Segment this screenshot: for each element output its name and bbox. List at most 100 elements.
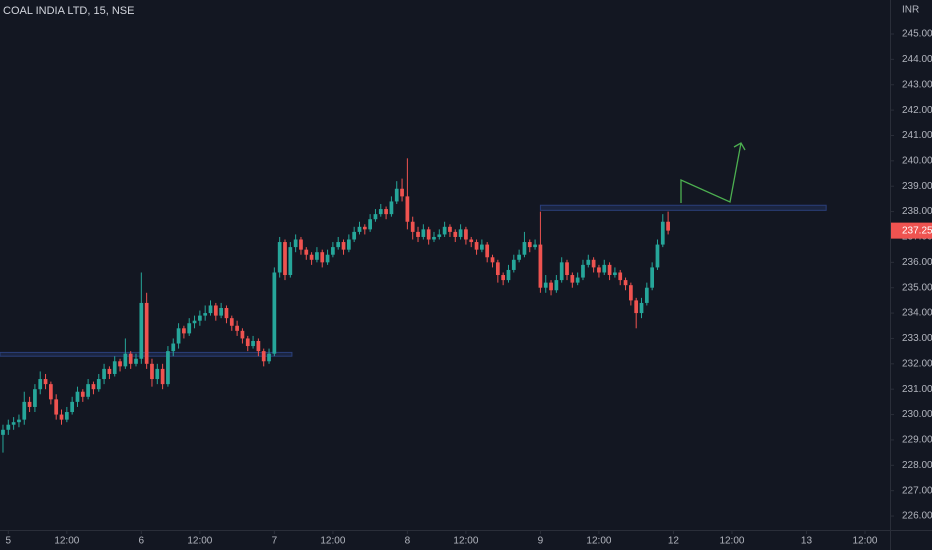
- candle-body: [203, 313, 208, 316]
- candle-body: [629, 285, 633, 301]
- candle-body: [591, 259, 596, 268]
- candle-body: [304, 249, 309, 255]
- candle-body: [235, 325, 239, 331]
- candle-body: [575, 277, 580, 283]
- candle-body: [38, 379, 43, 390]
- y-tick-label: 240.00: [902, 155, 932, 166]
- candle-body: [160, 368, 165, 385]
- candle-body: [464, 229, 468, 240]
- candle-body: [70, 401, 75, 413]
- candle-body: [618, 272, 623, 281]
- last-price-label: 237.25: [902, 225, 932, 236]
- candle-body: [474, 242, 479, 250]
- candle-body: [320, 252, 325, 263]
- y-tick-label: 234.00: [902, 308, 932, 319]
- candle-body: [187, 323, 192, 334]
- candle-body: [650, 267, 655, 288]
- candle-body: [644, 287, 649, 303]
- candle-body: [155, 368, 160, 380]
- plot-area: [0, 158, 827, 453]
- candle-body: [565, 262, 569, 276]
- candle-body: [102, 368, 106, 380]
- candle-body: [267, 353, 271, 362]
- candle-body: [224, 308, 229, 319]
- candle-body: [341, 242, 346, 250]
- candle-body: [368, 219, 372, 230]
- candle-body: [416, 231, 420, 237]
- y-tick-label: 232.00: [902, 358, 932, 369]
- candle-body: [245, 338, 250, 347]
- candle-body: [256, 340, 261, 352]
- candle-body: [389, 201, 394, 215]
- candle-body: [495, 262, 500, 276]
- candle-body: [352, 231, 357, 240]
- candle-body: [107, 368, 112, 374]
- candle-body: [1, 429, 5, 435]
- candle-body: [437, 234, 442, 237]
- candle-body: [623, 280, 628, 286]
- candle-body: [660, 221, 665, 245]
- candle-body: [527, 242, 532, 248]
- candle-body: [144, 302, 149, 364]
- x-tick-label: 13: [801, 536, 813, 547]
- y-tick-label: 242.00: [902, 105, 932, 116]
- candle-body: [80, 391, 85, 397]
- candle-body: [192, 320, 197, 324]
- candle-body: [182, 328, 186, 334]
- candle-body: [43, 379, 48, 385]
- candle-body: [96, 379, 101, 390]
- candle-body: [421, 229, 426, 237]
- candle-body: [426, 229, 431, 240]
- candle-body: [480, 244, 484, 250]
- candle-body: [538, 244, 543, 288]
- candle-body: [357, 226, 362, 232]
- candle-body: [511, 259, 516, 270]
- candle-body: [299, 239, 303, 250]
- candle-body: [442, 226, 447, 235]
- y-tick-label: 228.00: [902, 460, 932, 471]
- candle-body: [517, 254, 521, 260]
- x-tick-label: 12:00: [187, 536, 212, 547]
- candle-body: [394, 188, 399, 202]
- y-tick-label: 244.00: [902, 54, 932, 65]
- x-tick-label: 12: [668, 536, 680, 547]
- candle-body: [309, 254, 314, 260]
- candle-body: [240, 330, 245, 339]
- candle-body: [208, 305, 213, 314]
- candle-body: [293, 239, 298, 248]
- candle-body: [655, 244, 660, 268]
- candle-body: [501, 275, 506, 281]
- y-tick-label: 236.00: [902, 257, 932, 268]
- x-tick-label: 12:00: [719, 536, 744, 547]
- last-price-tag: [891, 222, 932, 239]
- candle-body: [485, 244, 490, 258]
- x-tick-label: 12:00: [453, 536, 478, 547]
- candle-body: [346, 239, 351, 250]
- chart-title: COAL INDIA LTD, 15, NSE: [3, 5, 134, 17]
- candle-body: [458, 229, 463, 237]
- candle-body: [315, 252, 319, 260]
- candle-body: [171, 343, 176, 352]
- zone: [539, 204, 827, 211]
- candle-body: [150, 363, 154, 380]
- candle-body: [554, 280, 559, 291]
- candle-body: [607, 264, 612, 276]
- candle-body: [549, 282, 553, 291]
- candle-body: [112, 361, 117, 374]
- candle-body: [213, 305, 218, 316]
- candle-body: [639, 302, 644, 314]
- candle-body: [251, 340, 255, 347]
- candle-body: [176, 328, 181, 344]
- candle-body: [17, 419, 21, 423]
- candle-body: [506, 269, 511, 281]
- candle-body: [522, 242, 527, 255]
- candle-body: [666, 221, 670, 231]
- candle-body: [613, 272, 617, 276]
- candle-body: [336, 242, 341, 248]
- x-tick-label: 12:00: [586, 536, 611, 547]
- candle-body: [261, 351, 266, 362]
- candle-body: [59, 414, 64, 420]
- candle-body: [64, 412, 69, 420]
- candle-body: [405, 196, 410, 222]
- candle-body: [139, 302, 144, 359]
